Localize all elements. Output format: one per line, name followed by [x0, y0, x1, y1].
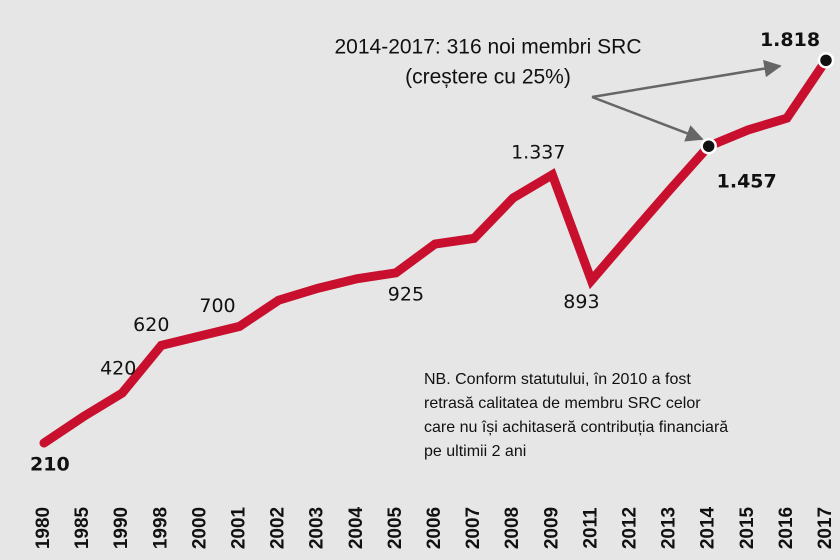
value-label: 210: [30, 454, 70, 476]
x-tick-label: 2011: [580, 507, 601, 549]
x-tick-label: 2015: [737, 506, 758, 549]
value-label: 620: [133, 314, 169, 336]
x-tick-label: 2008: [502, 507, 523, 549]
x-tick-label: 2014: [698, 506, 719, 549]
x-tick-label: 2005: [385, 506, 406, 549]
point-marker: [817, 52, 835, 69]
x-tick-label: 1980: [33, 507, 54, 549]
value-label: 1.457: [717, 171, 777, 193]
annotation: 2014-2017: 316 noi membri SRC: [334, 36, 641, 59]
value-label: 893: [563, 291, 599, 313]
point-marker: [700, 137, 717, 155]
note: care nu își achitaseră contribuția finan…: [424, 419, 728, 436]
x-tick-label: 1985: [72, 506, 93, 549]
line: [39, 55, 831, 448]
x-tick-label: 1990: [111, 507, 132, 549]
annotation: (creștere cu 25%): [405, 66, 571, 89]
value-label: 420: [100, 358, 136, 380]
x-tick-label: 2003: [307, 507, 328, 549]
value-label: 700: [199, 295, 235, 317]
x-tick-label: 2013: [659, 507, 680, 549]
x-tick-label: 2016: [776, 507, 797, 549]
note: NB. Conform statutului, în 2010 a fost: [424, 371, 691, 388]
value-label: 925: [388, 283, 424, 305]
x-tick-label: 2002: [268, 507, 289, 549]
x-tick-label: 2000: [189, 507, 210, 549]
x-tick-label: 1998: [150, 507, 171, 549]
x-tick-label: 2006: [424, 507, 445, 549]
x-tick-label: 2009: [541, 507, 562, 549]
note: pe ultimii 2 ani: [424, 443, 526, 460]
arrow: [591, 95, 704, 142]
x-tick-label: 2007: [463, 507, 484, 549]
arrow: [591, 59, 782, 99]
x-tick-label: 2001: [229, 506, 250, 549]
value-label: 1.818: [760, 29, 820, 51]
x-tick-label: 2017: [815, 507, 836, 549]
note: retrasă calitatea de membru SRC celor: [424, 395, 701, 412]
x-tick-label: 2004: [346, 506, 367, 549]
value-label: 1.337: [511, 141, 565, 163]
x-tick-label: 2012: [620, 507, 641, 549]
